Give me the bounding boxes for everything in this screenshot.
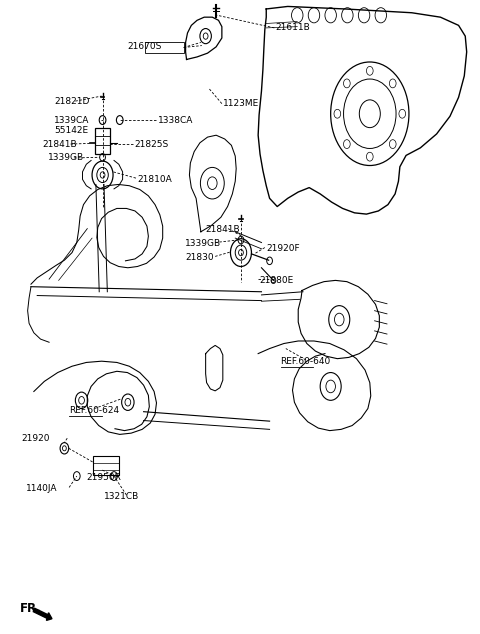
FancyArrow shape bbox=[33, 608, 52, 621]
Text: 1339GB: 1339GB bbox=[48, 153, 84, 162]
Text: 1339CA: 1339CA bbox=[54, 115, 89, 124]
Text: 21950R: 21950R bbox=[86, 473, 121, 482]
Text: 21880E: 21880E bbox=[259, 276, 293, 285]
Bar bbox=[93, 456, 119, 475]
Text: 1140JA: 1140JA bbox=[26, 484, 58, 493]
Text: 21821D: 21821D bbox=[54, 96, 89, 106]
Text: 21825S: 21825S bbox=[134, 139, 168, 148]
Text: 1123ME: 1123ME bbox=[223, 99, 260, 108]
Text: 21810A: 21810A bbox=[137, 175, 172, 184]
Text: 21611B: 21611B bbox=[276, 23, 311, 32]
Text: 1339GB: 1339GB bbox=[185, 239, 221, 249]
Text: 21841B: 21841B bbox=[42, 139, 77, 148]
Text: REF.60-624: REF.60-624 bbox=[69, 406, 119, 415]
Text: 21920: 21920 bbox=[22, 434, 50, 443]
Text: 21920F: 21920F bbox=[266, 244, 300, 254]
Bar bbox=[144, 42, 184, 53]
Text: REF.60-640: REF.60-640 bbox=[281, 357, 331, 366]
Text: 21830: 21830 bbox=[185, 253, 214, 262]
Text: 21670S: 21670S bbox=[128, 42, 162, 51]
Text: 21841B: 21841B bbox=[205, 226, 240, 235]
Bar bbox=[95, 127, 110, 154]
Text: 1338CA: 1338CA bbox=[158, 115, 193, 124]
Text: 55142E: 55142E bbox=[54, 126, 88, 134]
Text: 1321CB: 1321CB bbox=[104, 493, 139, 501]
Text: FR.: FR. bbox=[20, 602, 42, 615]
